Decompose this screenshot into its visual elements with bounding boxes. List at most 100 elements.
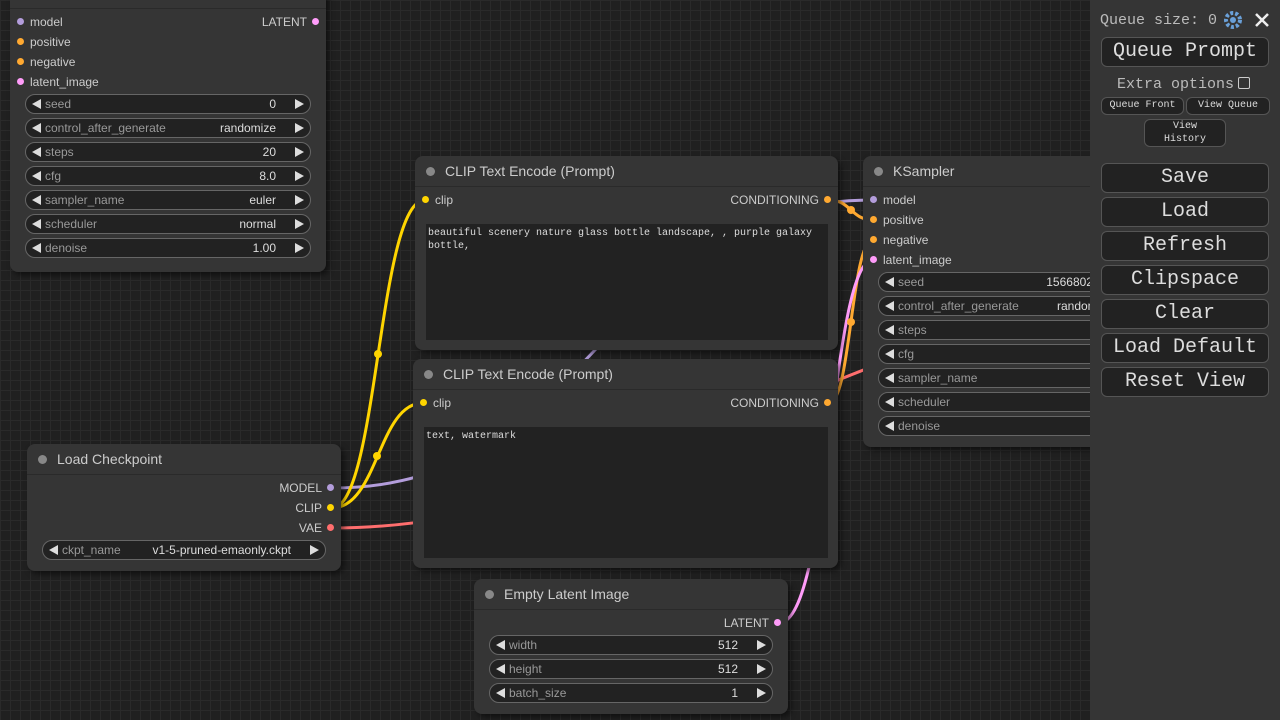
input-label: latent_image — [883, 253, 952, 267]
menu-button[interactable]: Save — [1101, 163, 1269, 193]
output-slot[interactable] — [824, 196, 831, 203]
output-slot[interactable] — [312, 18, 319, 25]
widget[interactable]: batch_size 1 — [489, 683, 773, 703]
output-label: LATENT — [261, 15, 307, 29]
decrement-arrow[interactable] — [496, 664, 505, 674]
collapse-dot[interactable] — [426, 167, 435, 176]
increment-arrow[interactable] — [295, 171, 304, 181]
input-slot[interactable] — [870, 216, 877, 223]
decrement-arrow[interactable] — [32, 195, 41, 205]
increment-arrow[interactable] — [295, 219, 304, 229]
input-label: positive — [883, 213, 924, 227]
widget[interactable]: cfg — [878, 344, 1148, 364]
decrement-arrow[interactable] — [49, 545, 58, 555]
widget-value: normal — [239, 217, 276, 231]
queue-front-button[interactable]: Queue Front — [1101, 97, 1184, 115]
queue-prompt-button[interactable]: Queue Prompt — [1101, 37, 1269, 67]
menu-button[interactable]: Load Default — [1101, 333, 1269, 363]
increment-arrow[interactable] — [295, 123, 304, 133]
increment-arrow[interactable] — [295, 243, 304, 253]
input-slot[interactable] — [870, 236, 877, 243]
decrement-arrow[interactable] — [32, 243, 41, 253]
view-history-button[interactable]: View History — [1144, 119, 1226, 147]
input-slot[interactable] — [17, 78, 24, 85]
decrement-arrow[interactable] — [885, 373, 894, 383]
output-slot[interactable] — [327, 524, 334, 531]
increment-arrow[interactable] — [310, 545, 319, 555]
input-slot[interactable] — [17, 18, 24, 25]
decrement-arrow[interactable] — [32, 219, 41, 229]
widget[interactable]: cfg 8.0 — [25, 166, 311, 186]
widget[interactable]: ckpt_name v1-5-pruned-emaonly.ckpt — [42, 540, 326, 560]
decrement-arrow[interactable] — [885, 421, 894, 431]
extra-options-checkbox[interactable] — [1238, 77, 1250, 89]
view-queue-button[interactable]: View Queue — [1186, 97, 1270, 115]
increment-arrow[interactable] — [295, 99, 304, 109]
wire-dot — [374, 350, 382, 358]
output-slot[interactable] — [824, 399, 831, 406]
decrement-arrow[interactable] — [885, 325, 894, 335]
decrement-arrow[interactable] — [496, 688, 505, 698]
menu-button[interactable]: Load — [1101, 197, 1269, 227]
input-label: clip — [433, 396, 452, 410]
increment-arrow[interactable] — [295, 147, 304, 157]
wire-dot — [847, 318, 855, 326]
node-title: KSampler — [893, 163, 955, 179]
widget-name: sampler_name — [898, 371, 978, 385]
widget[interactable]: height 512 — [489, 659, 773, 679]
decrement-arrow[interactable] — [885, 349, 894, 359]
decrement-arrow[interactable] — [885, 301, 894, 311]
increment-arrow[interactable] — [757, 640, 766, 650]
output-slot[interactable] — [774, 619, 781, 626]
widget[interactable]: denoise — [878, 416, 1148, 436]
increment-arrow[interactable] — [295, 195, 304, 205]
widget-name: seed — [45, 97, 72, 111]
decrement-arrow[interactable] — [32, 99, 41, 109]
widget[interactable]: steps 20 — [25, 142, 311, 162]
menu-button[interactable]: Clear — [1101, 299, 1269, 329]
input-slot[interactable] — [420, 399, 427, 406]
output-label: CONDITIONING — [730, 193, 819, 207]
widget[interactable]: sampler_name euler — [25, 190, 311, 210]
widget-value: 1 — [731, 686, 738, 700]
close-icon[interactable] — [1254, 12, 1270, 28]
menu-button[interactable]: Clipspace — [1101, 265, 1269, 295]
output-slot[interactable] — [327, 504, 334, 511]
input-slot[interactable] — [17, 38, 24, 45]
input-slot[interactable] — [17, 58, 24, 65]
widget[interactable]: denoise 1.00 — [25, 238, 311, 258]
increment-arrow[interactable] — [757, 664, 766, 674]
widget[interactable]: sampler_name — [878, 368, 1148, 388]
collapse-dot[interactable] — [485, 590, 494, 599]
node: CLIP Text Encode (Prompt) clip CONDITIONIN… — [413, 359, 838, 568]
collapse-dot[interactable] — [424, 370, 433, 379]
input-label: model — [30, 15, 63, 29]
decrement-arrow[interactable] — [885, 397, 894, 407]
decrement-arrow[interactable] — [885, 277, 894, 287]
decrement-arrow[interactable] — [32, 171, 41, 181]
input-slot[interactable] — [422, 196, 429, 203]
input-slot[interactable] — [870, 256, 877, 263]
decrement-arrow[interactable] — [32, 147, 41, 157]
output-slot[interactable] — [327, 484, 334, 491]
node: Empty Latent Image LATENT width 512 height 51… — [474, 579, 788, 714]
widget[interactable]: scheduler normal — [25, 214, 311, 234]
decrement-arrow[interactable] — [496, 640, 505, 650]
widget[interactable]: seed 0 — [25, 94, 311, 114]
wire-dot — [847, 206, 855, 214]
decrement-arrow[interactable] — [32, 123, 41, 133]
widget[interactable]: steps — [878, 320, 1148, 340]
widget[interactable]: width 512 — [489, 635, 773, 655]
prompt-textarea[interactable]: text, watermark — [424, 427, 828, 558]
increment-arrow[interactable] — [757, 688, 766, 698]
widget[interactable]: scheduler — [878, 392, 1148, 412]
collapse-dot[interactable] — [38, 455, 47, 464]
settings-icon[interactable] — [1223, 10, 1243, 30]
collapse-dot[interactable] — [874, 167, 883, 176]
prompt-textarea[interactable]: beautiful scenery nature glass bottle la… — [426, 224, 828, 340]
menu-button[interactable]: Refresh — [1101, 231, 1269, 261]
widget-name: denoise — [45, 241, 88, 255]
widget[interactable]: control_after_generate randomize — [25, 118, 311, 138]
input-slot[interactable] — [870, 196, 877, 203]
menu-button[interactable]: Reset View — [1101, 367, 1269, 397]
